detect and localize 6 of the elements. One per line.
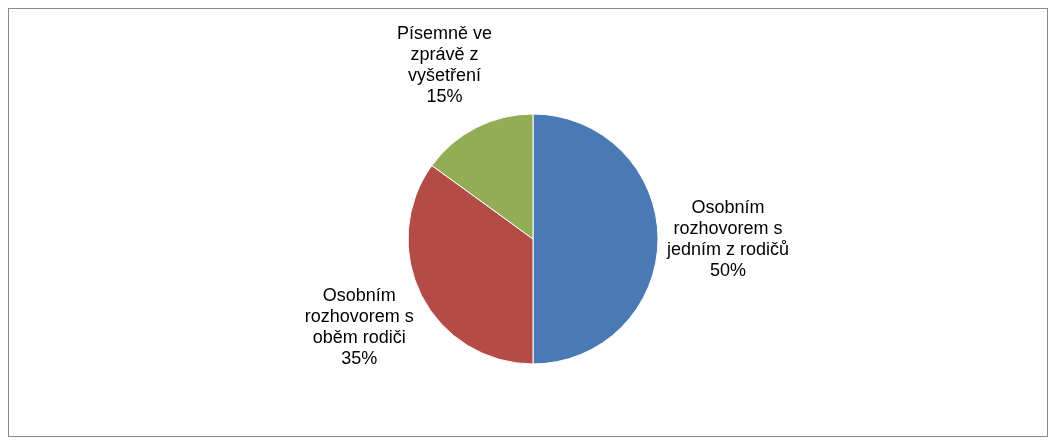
slice-label: Osobním rozhovorem s jedním z rodičů [665, 196, 790, 259]
slice-label: Písemně ve zprávě z vyšetření [396, 22, 492, 85]
slice-label: Osobním rozhovorem s oběm rodiči [304, 284, 414, 347]
data-label: 35% [341, 347, 378, 368]
data-label: 50% [709, 259, 747, 280]
data-label: 15% [426, 85, 463, 106]
